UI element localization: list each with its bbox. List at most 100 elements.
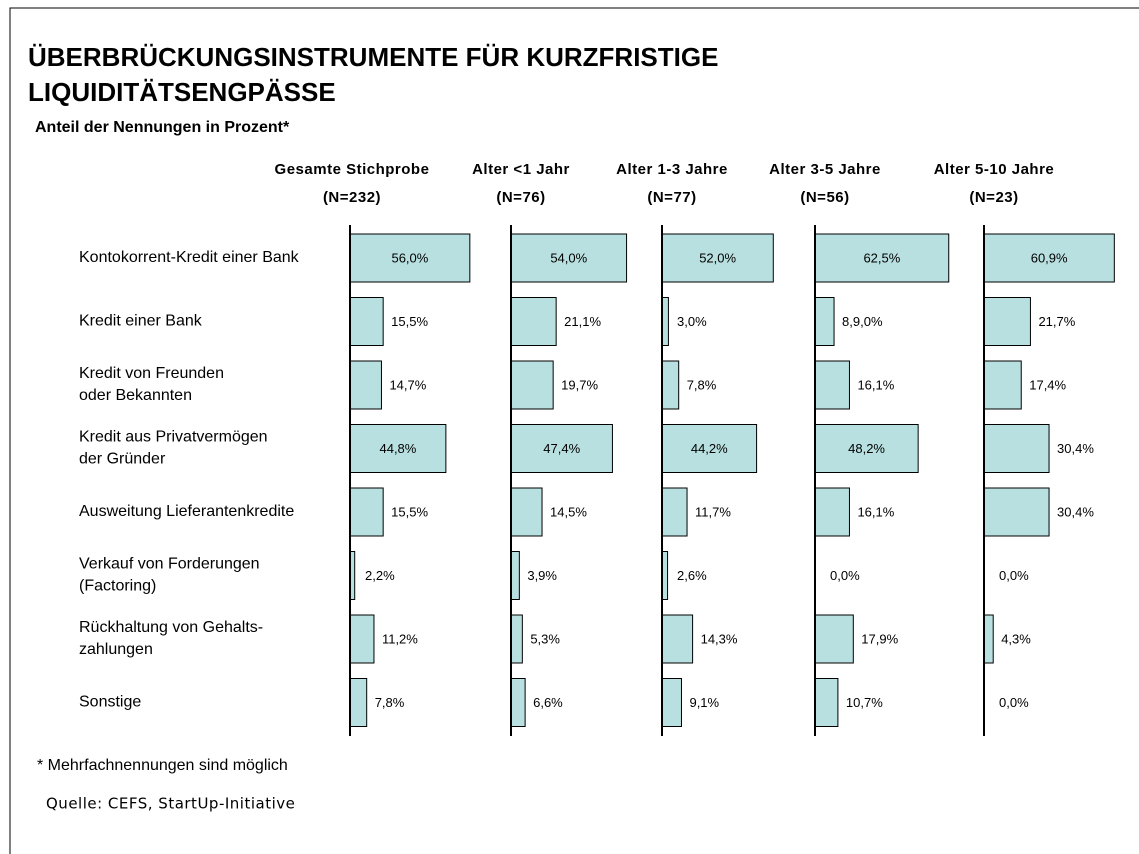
bar (661, 360, 680, 410)
value-label: 16,1% (857, 504, 894, 519)
chart-title: LIQUIDITÄTSENGPÄSSE (28, 77, 336, 107)
bar (349, 424, 447, 473)
value-label: 7,8% (375, 695, 405, 710)
bar (349, 360, 382, 410)
value-label: 14,5% (550, 504, 587, 519)
value-label: 4,3% (1001, 631, 1031, 646)
value-label: 60,9% (1031, 250, 1068, 265)
bar (510, 233, 628, 283)
value-label: 16,1% (857, 377, 894, 392)
value-label: 3,9% (527, 568, 557, 583)
category-label: zahlungen (79, 641, 153, 658)
panel-header: Gesamte Stichprobe (275, 161, 430, 178)
bar (814, 297, 835, 346)
value-label: 3,0% (677, 314, 707, 329)
bar (983, 487, 1050, 537)
bar (983, 297, 1031, 346)
value-label: 17,9% (861, 631, 898, 646)
subtitle: Anteil der Nennungen in Prozent* (35, 119, 290, 136)
value-label: 2,2% (365, 568, 395, 583)
category-label: Verkauf von Forderungen (79, 556, 260, 573)
value-label: 7,8% (687, 377, 717, 392)
bar (349, 297, 384, 346)
bar (814, 233, 950, 283)
bar (510, 551, 520, 600)
panel-header: Alter 5-10 Jahre (934, 161, 1055, 178)
panel-header: (N=77) (647, 189, 696, 206)
bar (510, 360, 554, 410)
category-label: Kredit aus Privatvermögen (79, 429, 268, 446)
value-label: 17,4% (1029, 377, 1066, 392)
value-label: 19,7% (561, 377, 598, 392)
value-label: 21,1% (564, 314, 601, 329)
value-label: 54,0% (550, 250, 587, 265)
value-label: 14,7% (389, 377, 426, 392)
panel-header: (N=23) (969, 189, 1018, 206)
source: Quelle: CEFS, StartUp-Initiative (46, 795, 295, 813)
value-label: 0,0% (830, 568, 860, 583)
bar (814, 614, 854, 664)
value-label: 0,0% (999, 568, 1029, 583)
category-label: Rückhaltung von Gehalts- (79, 619, 263, 636)
bar (349, 614, 375, 664)
value-label: 0,0% (999, 695, 1029, 710)
value-label: 11,2% (382, 631, 418, 646)
value-label: 21,7% (1038, 314, 1075, 329)
value-label: 11,7% (695, 504, 731, 519)
bar (510, 678, 526, 727)
value-label: 15,5% (391, 504, 428, 519)
category-label: Ausweitung Lieferantenkredite (79, 503, 294, 520)
bar (510, 487, 543, 537)
value-label: 52,0% (699, 250, 736, 265)
bar (983, 360, 1022, 410)
value-label: 5,3% (530, 631, 560, 646)
frame (9, 7, 1139, 854)
bar (661, 233, 774, 283)
panel-header: (N=56) (800, 189, 849, 206)
bar (814, 424, 919, 473)
value-label: 9,1% (689, 695, 719, 710)
bar (349, 678, 368, 727)
category-label: Kredit einer Bank (79, 313, 203, 330)
value-label: 47,4% (543, 441, 580, 456)
bar (510, 424, 613, 473)
value-label: 30,4% (1057, 441, 1094, 456)
category-label: (Factoring) (79, 578, 156, 595)
value-label: 44,8% (379, 441, 416, 456)
value-label: 15,5% (391, 314, 428, 329)
category-label: oder Bekannten (79, 387, 192, 404)
bar (661, 678, 682, 727)
bar (510, 297, 557, 346)
panel-header: Alter 3-5 Jahre (769, 161, 881, 178)
category-label: Sonstige (79, 694, 141, 711)
value-label: 8,9,0% (842, 314, 883, 329)
value-label: 10,7% (846, 695, 883, 710)
panel-header: Alter <1 Jahr (472, 161, 570, 178)
panel-header: (N=232) (323, 189, 381, 206)
bar (983, 424, 1050, 473)
chart-title: ÜBERBRÜCKUNGSINSTRUMENTE FÜR KURZFRISTIG… (28, 42, 718, 72)
bar (661, 487, 688, 537)
bar (510, 614, 523, 664)
bar (349, 233, 471, 283)
footnote: * Mehrfachnennungen sind möglich (37, 757, 288, 774)
value-label: 62,5% (863, 250, 900, 265)
value-label: 48,2% (848, 441, 885, 456)
value-label: 6,6% (533, 695, 563, 710)
category-label: der Gründer (79, 451, 166, 468)
panel-header: (N=76) (496, 189, 545, 206)
value-label: 14,3% (701, 631, 738, 646)
bar (814, 678, 839, 727)
bar (661, 614, 694, 664)
value-label: 2,6% (677, 568, 707, 583)
bar (983, 233, 1115, 283)
category-label: Kontokorrent-Kredit einer Bank (79, 249, 300, 266)
bar (814, 487, 850, 537)
value-label: 56,0% (391, 250, 428, 265)
panel-header: Alter 1-3 Jahre (616, 161, 728, 178)
bar (661, 424, 758, 473)
bar (349, 487, 384, 537)
bar (814, 360, 850, 410)
category-label: Kredit von Freunden (79, 365, 224, 382)
